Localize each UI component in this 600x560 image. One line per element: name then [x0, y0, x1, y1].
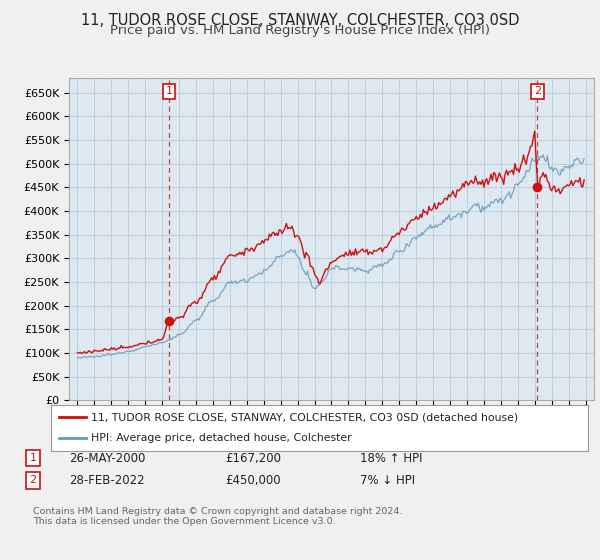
Text: 2: 2: [534, 86, 541, 96]
Text: Contains HM Land Registry data © Crown copyright and database right 2024.
This d: Contains HM Land Registry data © Crown c…: [33, 507, 403, 526]
Text: 11, TUDOR ROSE CLOSE, STANWAY, COLCHESTER, CO3 0SD (detached house): 11, TUDOR ROSE CLOSE, STANWAY, COLCHESTE…: [91, 412, 518, 422]
Text: HPI: Average price, detached house, Colchester: HPI: Average price, detached house, Colc…: [91, 433, 352, 444]
Text: £167,200: £167,200: [225, 451, 281, 465]
Text: 26-MAY-2000: 26-MAY-2000: [69, 451, 145, 465]
Text: 2: 2: [29, 475, 37, 486]
Text: £450,000: £450,000: [225, 474, 281, 487]
Text: 7% ↓ HPI: 7% ↓ HPI: [360, 474, 415, 487]
Text: 1: 1: [166, 86, 172, 96]
Text: 18% ↑ HPI: 18% ↑ HPI: [360, 451, 422, 465]
Text: 1: 1: [29, 453, 37, 463]
Text: Price paid vs. HM Land Registry's House Price Index (HPI): Price paid vs. HM Land Registry's House …: [110, 24, 490, 37]
Text: 28-FEB-2022: 28-FEB-2022: [69, 474, 145, 487]
Text: 11, TUDOR ROSE CLOSE, STANWAY, COLCHESTER, CO3 0SD: 11, TUDOR ROSE CLOSE, STANWAY, COLCHESTE…: [81, 13, 519, 28]
